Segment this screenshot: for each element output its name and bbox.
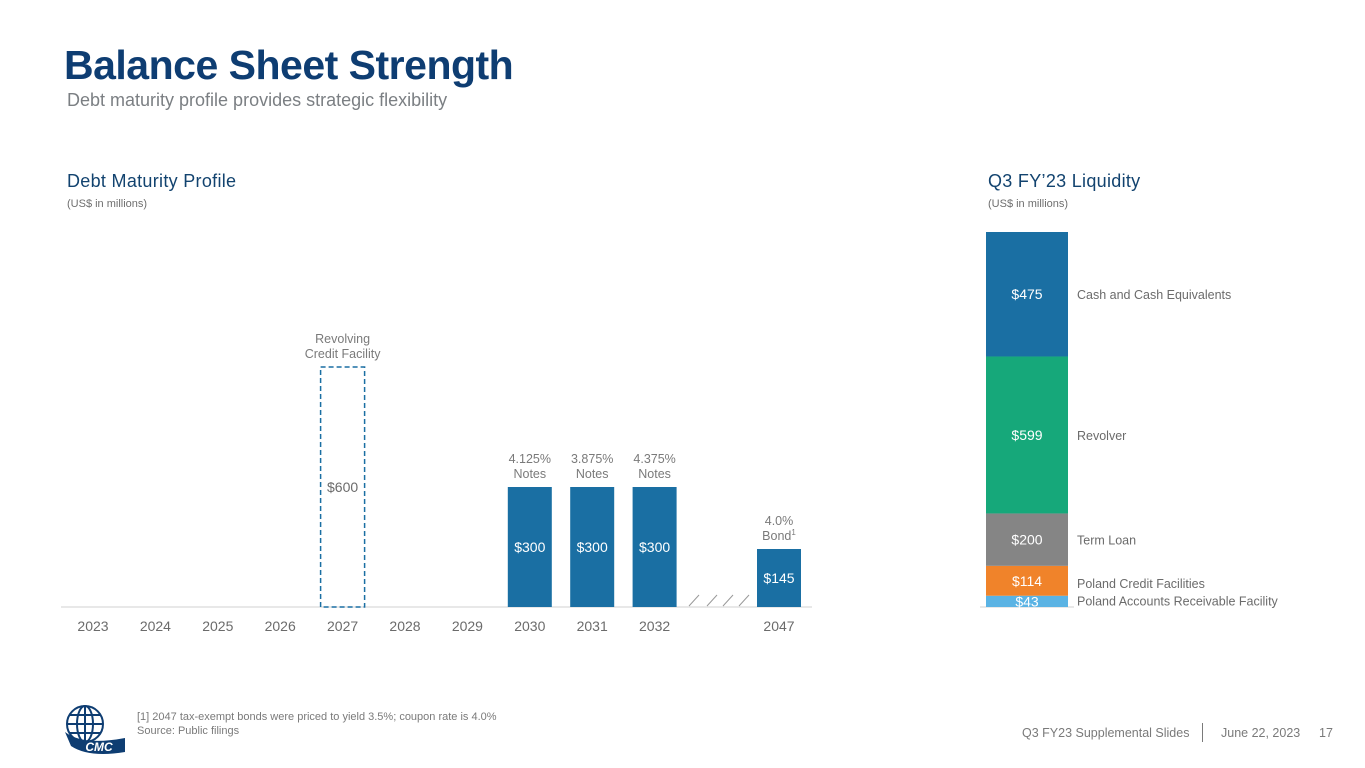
- x-tick-label-2023: 2023: [77, 618, 108, 634]
- annotation-2031-line-1: 3.875%: [571, 452, 613, 466]
- footer-date: June 22, 2023: [1221, 726, 1301, 740]
- annotation-2027-line-2: Credit Facility: [305, 347, 381, 361]
- annotation-2032-line-2: Notes: [638, 467, 671, 481]
- bar-value-label-2030: $300: [514, 539, 545, 555]
- debt-maturity-chart: 2023 2024 2025 2026 2027 $600 2028 2029 2030 $300…: [61, 332, 812, 634]
- debt-section-units: (US$ in millions): [67, 198, 148, 210]
- liquidity-section-units: (US$ in millions): [988, 198, 1069, 210]
- footnote-source: Source: Public filings: [137, 725, 240, 737]
- axis-break-mark-3: [722, 594, 734, 607]
- x-tick-label-2032: 2032: [639, 618, 670, 634]
- bar-value-label-2047: $145: [763, 570, 794, 586]
- annotation-2031-line-2: Notes: [576, 467, 609, 481]
- x-tick-label-2025: 2025: [202, 618, 233, 634]
- axis-break-mark-4: [738, 594, 750, 607]
- segment-term-loan: [986, 513, 1068, 566]
- segment-value-term-loan: $200: [1011, 532, 1042, 548]
- segment-value-revolver: $599: [1011, 427, 1042, 443]
- x-tick-label-2031: 2031: [577, 618, 608, 634]
- footer-deck-title: Q3 FY23 Supplemental Slides: [1022, 726, 1190, 740]
- legend-label-revolver: Revolver: [1077, 429, 1126, 443]
- annotation-2030-line-1: 4.125%: [509, 452, 551, 466]
- segment-revolver: [986, 356, 1068, 514]
- liquidity-section-title: Q3 FY’23 Liquidity: [988, 171, 1141, 191]
- x-tick-label-2028: 2028: [389, 618, 420, 634]
- bar-2027: [319, 366, 366, 608]
- segment-value-poland-accounts-receivable-facility: $43: [1015, 593, 1039, 609]
- bar-value-label-2031: $300: [577, 539, 608, 555]
- legend-label-poland-credit-facilities: Poland Credit Facilities: [1077, 577, 1205, 591]
- segment-poland-accounts-receivable-facility: [986, 595, 1068, 607]
- bar-value-label-2032: $300: [639, 539, 670, 555]
- axis-break-mark-2: [706, 594, 718, 607]
- footnote: [1] 2047 tax-exempt bonds were priced to…: [137, 710, 497, 738]
- x-tick-label-2026: 2026: [265, 618, 296, 634]
- segment-cash-and-cash-equivalents: [986, 232, 1068, 357]
- x-tick-label-2024: 2024: [140, 618, 171, 634]
- bar-2047: [757, 549, 801, 607]
- legend-label-poland-accounts-receivable-facility: Poland Accounts Receivable Facility: [1077, 594, 1279, 608]
- legend-label-cash-and-cash-equivalents: Cash and Cash Equivalents: [1077, 288, 1231, 302]
- x-tick-label-2030: 2030: [514, 618, 545, 634]
- annotation-2047-line-2: Bond1: [762, 528, 796, 543]
- debt-section-title: Debt Maturity Profile: [67, 171, 237, 191]
- annotation-2032-line-1: 4.375%: [633, 452, 675, 466]
- segment-value-cash-and-cash-equivalents: $475: [1011, 286, 1042, 302]
- x-tick-label-2047: 2047: [763, 618, 794, 634]
- footnote-marker: 1: [791, 528, 796, 537]
- bar-value-label-2027: $600: [327, 479, 358, 495]
- annotation-2027-line-1: Revolving: [315, 332, 370, 346]
- logo-text: CMC: [85, 740, 113, 754]
- bar-2032: [632, 487, 677, 607]
- x-tick-label-2027: 2027: [327, 618, 358, 634]
- globe-icon: CMC: [65, 705, 125, 754]
- page-number: 17: [1319, 726, 1333, 740]
- x-tick-label-2029: 2029: [452, 618, 483, 634]
- bar-2031: [570, 487, 615, 607]
- footer-divider: [1202, 723, 1203, 742]
- liquidity-chart: $43 Poland Accounts Receivable Facility $1…: [980, 232, 1279, 609]
- legend-label-term-loan: Term Loan: [1077, 534, 1136, 548]
- segment-value-poland-credit-facilities: $114: [1012, 573, 1042, 589]
- page-title: Balance Sheet Strength: [64, 42, 514, 88]
- footnote-line-1: [1] 2047 tax-exempt bonds were priced to…: [137, 711, 497, 723]
- axis-break-mark-1: [688, 594, 700, 607]
- annotation-2047-line-1: 4.0%: [765, 514, 794, 528]
- segment-poland-credit-facilities: [986, 565, 1068, 596]
- page-subtitle: Debt maturity profile provides strategic…: [67, 90, 448, 110]
- annotation-2030-line-2: Notes: [513, 467, 546, 481]
- bar-2030: [507, 487, 552, 607]
